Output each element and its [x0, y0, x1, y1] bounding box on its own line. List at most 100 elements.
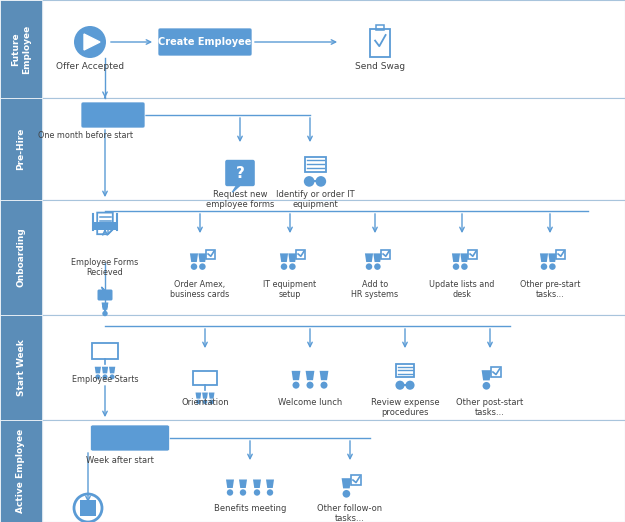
Circle shape: [461, 264, 468, 270]
Polygon shape: [198, 253, 206, 262]
Text: One month before start: One month before start: [38, 131, 132, 140]
Circle shape: [267, 489, 273, 496]
Circle shape: [366, 264, 372, 270]
Polygon shape: [292, 371, 301, 380]
Polygon shape: [306, 371, 314, 380]
Polygon shape: [461, 253, 469, 262]
Text: ?: ?: [236, 165, 244, 181]
Circle shape: [209, 399, 214, 404]
Polygon shape: [288, 253, 296, 262]
Polygon shape: [226, 480, 234, 488]
Bar: [42, 420, 625, 522]
Bar: [381, 250, 390, 258]
Circle shape: [254, 489, 260, 496]
Bar: [0, 0, 42, 98]
Text: Send Swag: Send Swag: [355, 62, 405, 71]
Text: Request new
employee forms: Request new employee forms: [206, 190, 274, 209]
Text: Employee Starts: Employee Starts: [72, 375, 138, 384]
Text: Add to
HR systems: Add to HR systems: [351, 280, 399, 300]
Bar: [304, 157, 326, 172]
Text: Review expense
procedures: Review expense procedures: [371, 398, 439, 418]
Bar: [42, 0, 625, 98]
Circle shape: [202, 399, 208, 404]
Text: Benefits meeting: Benefits meeting: [214, 504, 286, 513]
Circle shape: [541, 264, 548, 270]
Circle shape: [109, 374, 114, 379]
Text: Other follow-on
tasks...: Other follow-on tasks...: [318, 504, 382, 522]
Text: IT equipment
setup: IT equipment setup: [264, 280, 317, 300]
Text: Identify or order IT
equipment: Identify or order IT equipment: [276, 190, 354, 209]
Text: Active Employee: Active Employee: [16, 429, 26, 513]
Text: Update lists and
desk: Update lists and desk: [429, 280, 495, 300]
Bar: [42, 200, 625, 315]
FancyBboxPatch shape: [158, 28, 252, 56]
Polygon shape: [239, 480, 247, 488]
Text: Other post-start
tasks...: Other post-start tasks...: [456, 398, 524, 418]
Circle shape: [102, 311, 107, 316]
Bar: [193, 371, 217, 385]
Polygon shape: [190, 253, 198, 262]
Text: Week after start: Week after start: [86, 456, 154, 465]
Circle shape: [281, 264, 288, 270]
Bar: [93, 222, 117, 230]
Text: Pre-Hire: Pre-Hire: [16, 128, 26, 170]
Polygon shape: [232, 184, 241, 192]
Bar: [42, 315, 625, 420]
Polygon shape: [342, 478, 351, 489]
Polygon shape: [280, 253, 288, 262]
Circle shape: [482, 382, 490, 389]
Bar: [396, 364, 414, 377]
Circle shape: [306, 382, 314, 389]
Polygon shape: [109, 367, 115, 373]
FancyBboxPatch shape: [81, 102, 145, 128]
Polygon shape: [365, 253, 373, 262]
Circle shape: [74, 26, 106, 58]
Bar: [376, 25, 384, 30]
Circle shape: [289, 264, 296, 270]
Text: Orientation: Orientation: [181, 398, 229, 407]
Polygon shape: [102, 367, 108, 373]
Polygon shape: [101, 287, 106, 291]
Circle shape: [96, 374, 101, 379]
Polygon shape: [95, 367, 101, 373]
FancyBboxPatch shape: [225, 160, 255, 186]
Bar: [0, 200, 42, 315]
Circle shape: [102, 374, 107, 379]
Text: Order Amex,
business cards: Order Amex, business cards: [171, 280, 229, 300]
FancyBboxPatch shape: [98, 290, 112, 301]
Circle shape: [316, 176, 326, 187]
Polygon shape: [102, 302, 108, 310]
Polygon shape: [84, 34, 100, 50]
Circle shape: [321, 382, 328, 389]
Polygon shape: [209, 393, 214, 399]
Text: Employee Forms
Recieved: Employee Forms Recieved: [71, 258, 139, 277]
FancyBboxPatch shape: [91, 425, 169, 451]
Bar: [0, 420, 42, 522]
Polygon shape: [482, 370, 491, 381]
Circle shape: [342, 490, 350, 497]
Circle shape: [227, 489, 233, 496]
Bar: [42, 98, 625, 200]
Text: Offer Accepted: Offer Accepted: [56, 62, 124, 71]
Circle shape: [240, 489, 246, 496]
Text: Start Week: Start Week: [16, 339, 26, 396]
Polygon shape: [548, 253, 556, 262]
Polygon shape: [540, 253, 548, 262]
Bar: [92, 343, 118, 359]
Circle shape: [304, 176, 314, 187]
Circle shape: [199, 264, 206, 270]
Circle shape: [396, 381, 404, 390]
Bar: [370, 29, 390, 57]
Bar: [0, 315, 42, 420]
Text: Other pre-start
tasks...: Other pre-start tasks...: [520, 280, 580, 300]
Bar: [296, 250, 305, 258]
Text: Create Employee: Create Employee: [158, 37, 252, 47]
Polygon shape: [196, 393, 201, 399]
Polygon shape: [373, 253, 381, 262]
Bar: [0, 98, 42, 200]
Circle shape: [196, 399, 201, 404]
Bar: [491, 367, 501, 377]
Circle shape: [549, 264, 556, 270]
Circle shape: [292, 382, 299, 389]
Bar: [468, 250, 478, 258]
